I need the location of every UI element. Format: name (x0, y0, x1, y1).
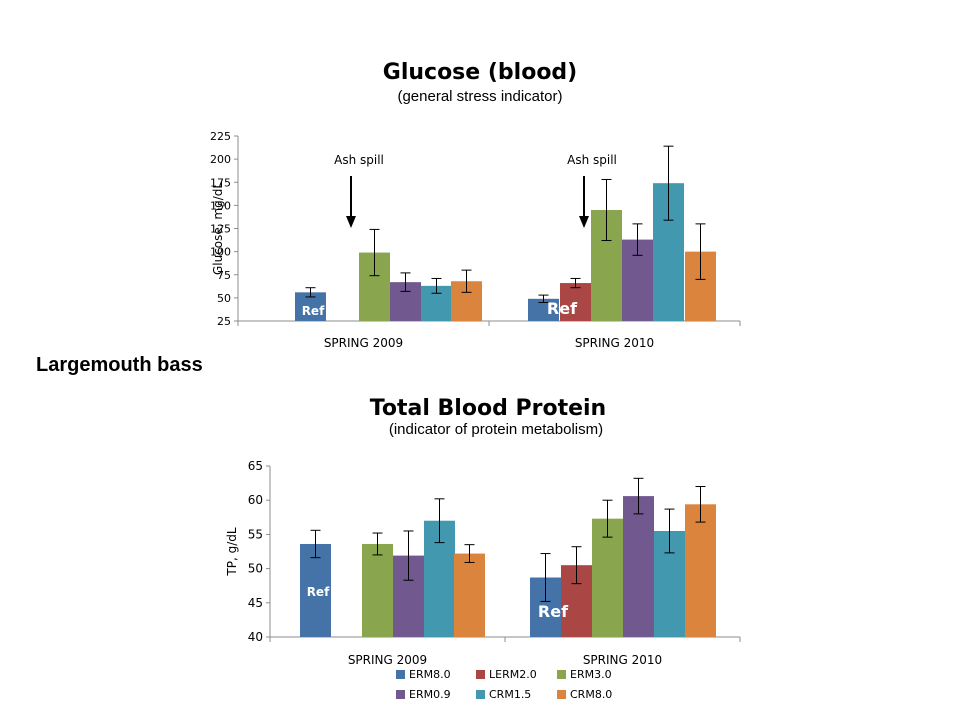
glucose-y-axis-title: Glucose, mg/dL (211, 182, 225, 275)
legend-entry-label: CRM1.5 (489, 688, 531, 701)
glucose-category-label: SPRING 2009 (324, 336, 403, 350)
protein-ref-label: Ref (307, 585, 330, 599)
legend-entry-label: CRM8.0 (570, 688, 612, 701)
protein-y-tick-label: 60 (248, 493, 263, 507)
protein-bar (592, 518, 623, 637)
legend-entry-label: ERM3.0 (570, 668, 612, 681)
glucose-ref-label: Ref (302, 304, 325, 318)
glucose-chart-subtitle: (general stress indicator) (397, 88, 563, 105)
protein-chart-title: Total Blood Protein (369, 396, 607, 421)
legend-swatch (476, 690, 485, 699)
protein-y-tick-label: 55 (248, 527, 263, 541)
legend-entry-label: LERM2.0 (489, 668, 537, 681)
protein-category-label: SPRING 2009 (348, 653, 427, 667)
legend-swatch (557, 690, 566, 699)
glucose-y-tick-label: 100 (210, 246, 231, 259)
glucose-bar (560, 283, 591, 321)
glucose-y-tick-label: 150 (210, 199, 231, 212)
protein-y-tick-label: 45 (248, 596, 263, 610)
protein-y-tick-label: 40 (248, 630, 263, 644)
protein-bar (623, 496, 654, 637)
glucose-annotation-arrowhead (346, 216, 356, 228)
glucose-annotation-arrowhead (579, 216, 589, 228)
protein-bar (685, 504, 716, 637)
protein-bar (300, 543, 331, 637)
glucose-y-tick-label: 200 (210, 153, 231, 166)
protein-chart-subtitle: (indicator of protein metabolism) (388, 421, 604, 438)
legend-swatch (557, 670, 566, 679)
glucose-y-tick-label: 50 (217, 292, 231, 305)
protein-ref-label: Ref (538, 602, 569, 621)
legend-swatch (396, 670, 405, 679)
glucose-y-tick-label: 75 (217, 269, 231, 282)
legend-entry-label: ERM8.0 (409, 668, 451, 681)
protein-bar (454, 553, 485, 637)
species-label: Largemouth bass (36, 354, 203, 376)
glucose-chart-title: Glucose (blood) (382, 60, 578, 85)
protein-bar (362, 543, 393, 637)
glucose-y-tick-label: 125 (210, 223, 231, 236)
glucose-annotation-label: Ash spill (334, 153, 384, 167)
legend-entry-label: ERM0.9 (409, 688, 451, 701)
glucose-category-label: SPRING 2010 (575, 336, 654, 350)
protein-y-tick-label: 50 (248, 562, 263, 576)
glucose-annotation-label: Ash spill (567, 153, 617, 167)
glucose-y-tick-label: 225 (210, 130, 231, 143)
legend-swatch (476, 670, 485, 679)
legend-swatch (396, 690, 405, 699)
protein-category-label: SPRING 2010 (583, 653, 662, 667)
glucose-y-tick-label: 25 (217, 315, 231, 328)
glucose-bar (528, 298, 559, 321)
protein-y-axis-title: TP, g/dL (225, 527, 239, 576)
glucose-y-tick-label: 175 (210, 176, 231, 189)
glucose-ref-label: Ref (547, 299, 578, 318)
protein-y-tick-label: 65 (248, 459, 263, 473)
